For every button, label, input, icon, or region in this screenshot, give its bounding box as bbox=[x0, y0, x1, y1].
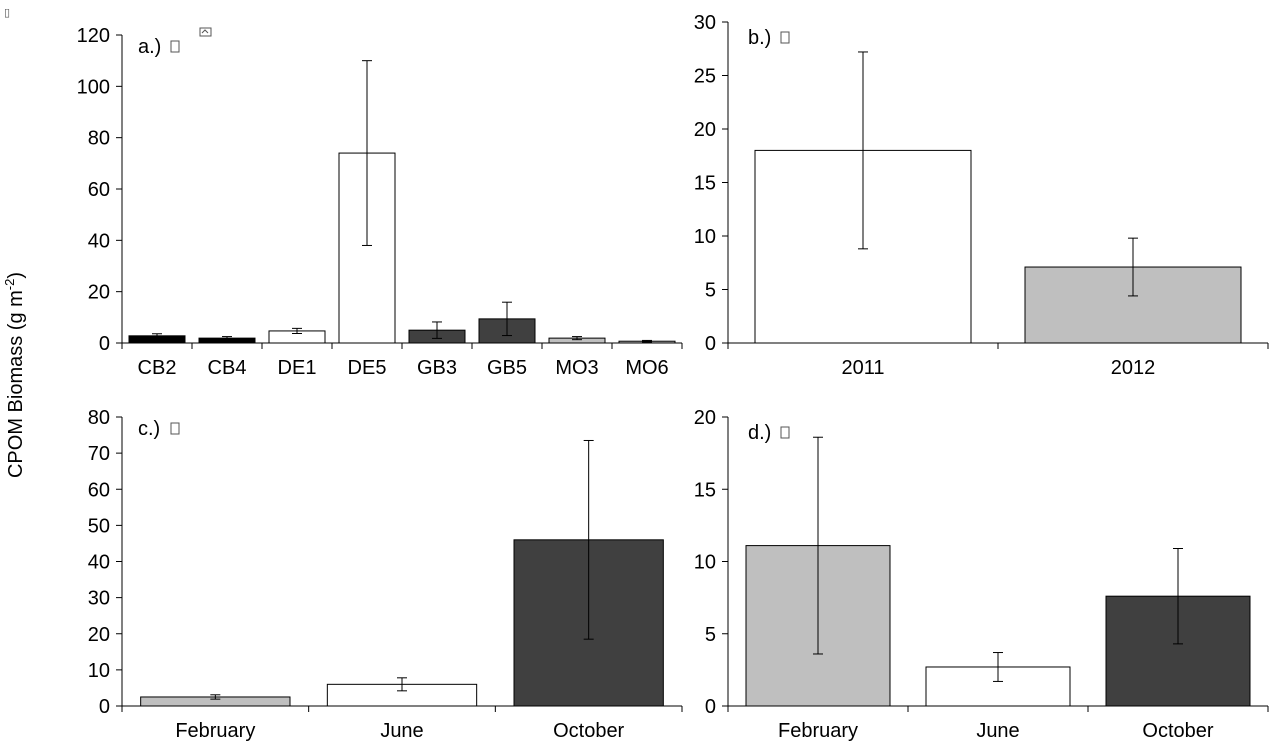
panel-b: 0 5 10 15 20 25 30 2011 2012 b.) bbox=[694, 12, 1269, 379]
panel-a-ytick-label-3: 60 bbox=[88, 179, 110, 201]
panel-b-ytick-label-1: 5 bbox=[705, 280, 716, 302]
panel-d-label: d.) bbox=[748, 422, 771, 444]
panel-c-xtick-label-February: February bbox=[175, 720, 255, 742]
panel-c-xtick-label-June: June bbox=[380, 720, 423, 742]
panel-c-ytick-label-2: 20 bbox=[88, 624, 110, 646]
panel-c-label-glyph bbox=[170, 422, 180, 435]
panel-b-ytick-label-4: 20 bbox=[694, 119, 716, 141]
panel-a-extra-icon bbox=[199, 27, 212, 37]
panel-b-ytick-label-2: 10 bbox=[694, 226, 716, 248]
panel-a: 0 20 40 60 80 100 120 CB2 CB4 DE1 DE5 GB3 GB5 MO3 MO6 a… bbox=[77, 25, 683, 379]
panel-d: 0 5 10 15 20 February June October d.) bbox=[694, 407, 1269, 742]
panel-d-ytick-label-1: 5 bbox=[705, 624, 716, 646]
panel-a-xtick-label-CB4: CB4 bbox=[208, 357, 247, 379]
panel-d-xtick-label-February: February bbox=[778, 720, 858, 742]
panel-a-ytick-label-1: 20 bbox=[88, 282, 110, 304]
panel-c-ytick-label-3: 30 bbox=[88, 588, 110, 610]
panel-b-label-glyph bbox=[780, 31, 790, 44]
panel-a-xtick-label-GB3: GB3 bbox=[417, 357, 457, 379]
panel-a-label-glyph bbox=[170, 40, 180, 53]
panel-c-ytick-label-7: 70 bbox=[88, 443, 110, 465]
panel-a-ytick-label-6: 120 bbox=[77, 25, 110, 47]
panel-c-ytick-label-8: 80 bbox=[88, 407, 110, 429]
panel-d-xtick-label-October: October bbox=[1142, 720, 1213, 742]
panel-c-ytick-label-5: 50 bbox=[88, 515, 110, 537]
panel-a-xtick-label-MO3: MO3 bbox=[555, 357, 598, 379]
panel-a-ytick-label-5: 100 bbox=[77, 76, 110, 98]
panel-a-ytick-label-4: 80 bbox=[88, 128, 110, 150]
panel-b-xtick-label-2011: 2011 bbox=[841, 357, 884, 379]
panel-b-ytick-label-5: 25 bbox=[694, 66, 716, 88]
panel-b-ytick-label-0: 0 bbox=[705, 333, 716, 355]
panel-c-ytick-label-1: 10 bbox=[88, 660, 110, 682]
panel-a-ytick-label-0: 0 bbox=[99, 333, 110, 355]
panel-d-ytick-label-0: 0 bbox=[705, 696, 716, 718]
stray-glyph: ▯ bbox=[4, 6, 10, 19]
panel-c-ytick-label-6: 60 bbox=[88, 479, 110, 501]
panel-b-xtick-label-2012: 2012 bbox=[1111, 357, 1156, 379]
panel-c-ytick-label-0: 0 bbox=[99, 696, 110, 718]
panel-c: 0 10 20 30 40 50 60 70 80 February June October c.) bbox=[88, 407, 683, 742]
panel-c-xtick-label-October: October bbox=[553, 720, 624, 742]
panel-a-ytick-label-2: 40 bbox=[88, 230, 110, 252]
panel-a-label: a.) bbox=[138, 36, 161, 58]
panel-a-xtick-label-GB5: GB5 bbox=[487, 357, 527, 379]
panel-b-label: b.) bbox=[748, 27, 771, 49]
y-axis-label: CPOM Biomass (g m-2) bbox=[2, 272, 27, 478]
panel-d-xtick-label-June: June bbox=[976, 720, 1019, 742]
panel-d-ytick-label-4: 20 bbox=[694, 407, 716, 429]
panel-a-xtick-label-DE1: DE1 bbox=[278, 357, 317, 379]
panel-a-xtick-label-DE5: DE5 bbox=[348, 357, 387, 379]
panel-a-xtick-label-CB2: CB2 bbox=[138, 357, 177, 379]
panel-a-xtick-label-MO6: MO6 bbox=[625, 357, 668, 379]
panel-b-ytick-label-6: 30 bbox=[694, 12, 716, 34]
panel-c-label: c.) bbox=[138, 418, 160, 440]
panel-c-ytick-label-4: 40 bbox=[88, 552, 110, 574]
panel-d-ytick-label-2: 10 bbox=[694, 552, 716, 574]
panel-d-ytick-label-3: 15 bbox=[694, 479, 716, 501]
panel-d-label-glyph bbox=[780, 426, 790, 439]
panel-b-ytick-label-3: 15 bbox=[694, 173, 716, 195]
